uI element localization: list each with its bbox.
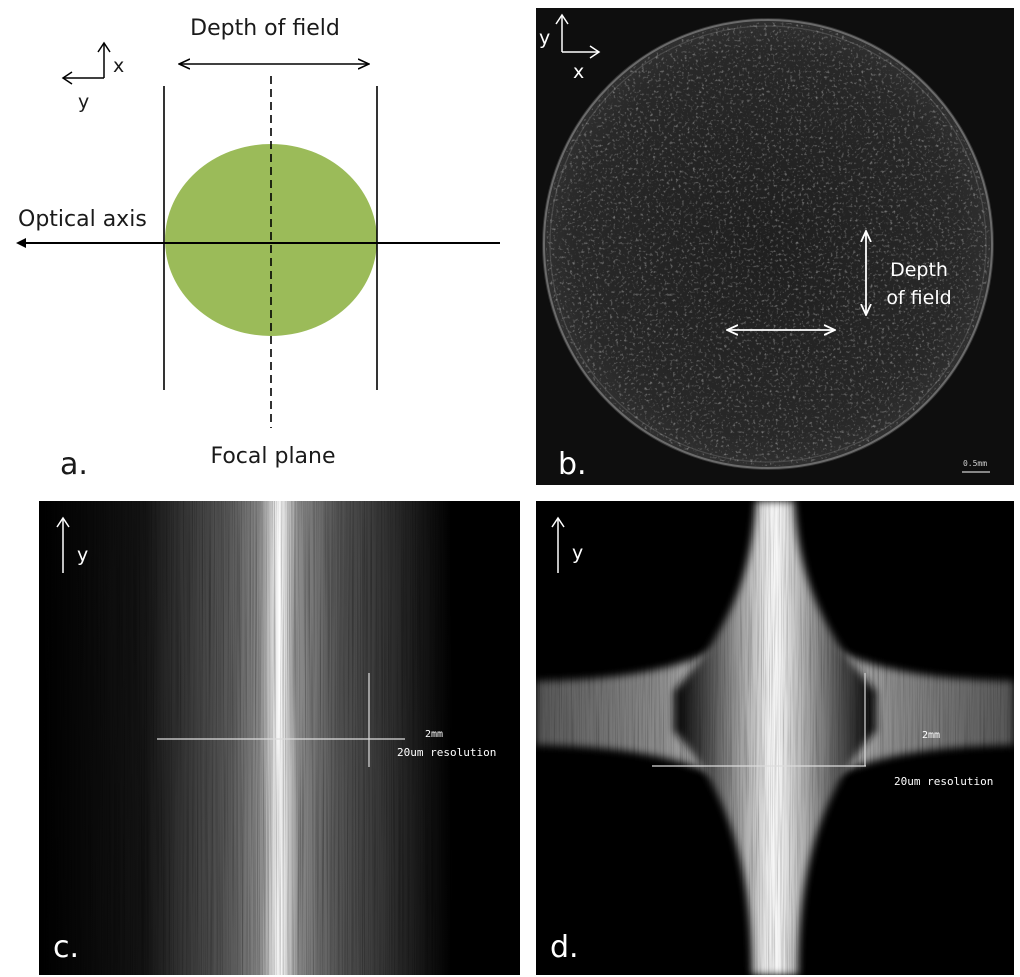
focal-plane-label: Focal plane — [210, 444, 335, 469]
axes-glyph-b — [555, 13, 601, 59]
panel-c: 2mm 20um resolution y c. — [39, 501, 520, 975]
axes-glyph — [61, 41, 111, 85]
panel-b-letter: b. — [558, 447, 587, 482]
depth-label-line1: Depth — [890, 259, 948, 281]
panel-c-image: 2mm 20um resolution y c. — [39, 501, 520, 975]
scale-2mm-label-d: 2mm — [922, 730, 940, 741]
axis-y-label-d: y — [572, 542, 583, 564]
scale-bar-label: 0.5mm — [963, 459, 987, 468]
resolution-label: 20um resolution — [397, 746, 496, 759]
panel-d: 2mm 20um resolution y d. — [536, 501, 1014, 975]
optical-axis-label: Optical axis — [18, 207, 147, 232]
panel-a-diagram: x y Depth of field Optical axis Focal pl… — [16, 16, 500, 482]
panel-b: y x Depth of field 0.5mm b. — [536, 8, 1014, 485]
axis-y-label-c: y — [77, 544, 88, 566]
axis-arrow-y-d — [551, 516, 565, 573]
scale-2mm-label: 2mm — [425, 729, 443, 740]
resolution-label-d: 20um resolution — [894, 775, 993, 788]
depth-of-field-label: Depth of field — [190, 16, 340, 41]
panel-b-image: y x Depth of field 0.5mm b. — [539, 13, 994, 482]
beam-noise — [39, 501, 520, 975]
axis-arrow-y-c — [56, 516, 70, 573]
panel-d-letter: d. — [550, 930, 579, 965]
panel-d-image: 2mm 20um resolution y d. — [536, 501, 1014, 975]
axis-y-label-b: y — [539, 27, 550, 49]
depth-label-line2: of field — [886, 287, 951, 309]
sample-rim — [543, 19, 993, 469]
axis-x-label-b: x — [573, 61, 584, 83]
fiber-texture — [546, 22, 990, 466]
panel-c-letter: c. — [53, 930, 79, 965]
axis-x-label: x — [113, 55, 124, 77]
axis-y-label: y — [78, 91, 89, 113]
beam-noise-d — [536, 501, 1014, 975]
panel-a: x y Depth of field Optical axis Focal pl… — [0, 0, 520, 487]
panel-a-letter: a. — [60, 447, 88, 482]
